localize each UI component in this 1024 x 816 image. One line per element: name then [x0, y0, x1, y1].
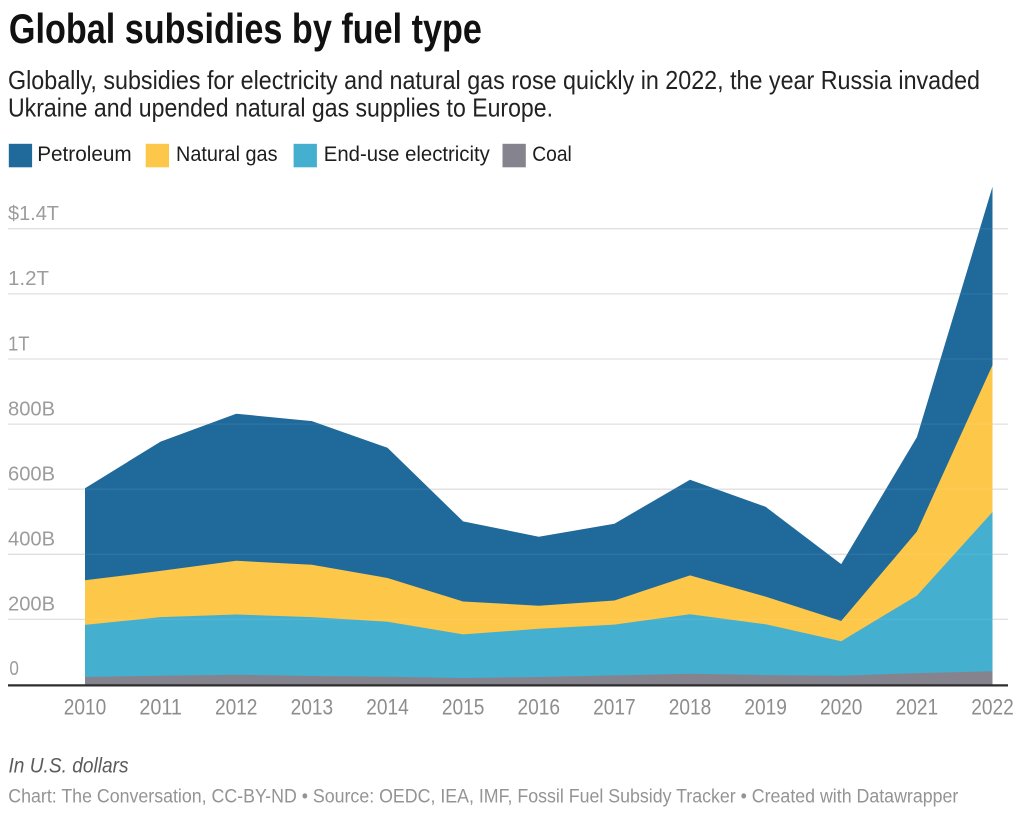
svg-text:0: 0 — [9, 658, 19, 680]
svg-text:2016: 2016 — [518, 695, 561, 720]
svg-text:$1.4T: $1.4T — [8, 203, 59, 225]
svg-text:2017: 2017 — [593, 695, 636, 720]
svg-text:800B: 800B — [8, 398, 55, 420]
svg-text:2010: 2010 — [64, 695, 107, 720]
svg-text:Petroleum: Petroleum — [37, 143, 132, 166]
svg-text:End-use electricity: End-use electricity — [324, 143, 491, 166]
svg-text:2011: 2011 — [139, 695, 182, 720]
svg-text:2021: 2021 — [896, 695, 939, 720]
svg-text:Natural gas: Natural gas — [176, 143, 278, 166]
svg-text:1T: 1T — [8, 333, 30, 355]
svg-text:2012: 2012 — [215, 695, 258, 720]
svg-text:Chart: The Conversation, CC-BY: Chart: The Conversation, CC-BY-ND • Sour… — [8, 785, 958, 807]
svg-text:2018: 2018 — [669, 695, 712, 720]
svg-text:2014: 2014 — [366, 695, 409, 720]
svg-text:Global subsidies by fuel type: Global subsidies by fuel type — [9, 6, 482, 52]
svg-text:1.2T: 1.2T — [8, 268, 49, 290]
svg-text:Coal: Coal — [532, 143, 572, 166]
svg-text:2020: 2020 — [820, 695, 863, 720]
svg-text:In U.S. dollars: In U.S. dollars — [9, 755, 129, 778]
svg-text:2015: 2015 — [442, 695, 485, 720]
svg-text:Ukraine and upended natural ga: Ukraine and upended natural gas supplies… — [8, 92, 553, 122]
svg-text:2019: 2019 — [744, 695, 787, 720]
svg-text:Globally, subsidies for electr: Globally, subsidies for electricity and … — [8, 65, 980, 95]
svg-text:400B: 400B — [8, 529, 55, 551]
svg-text:2013: 2013 — [291, 695, 334, 720]
svg-text:200B: 200B — [8, 594, 55, 616]
svg-text:2022: 2022 — [971, 695, 1014, 720]
svg-text:600B: 600B — [8, 464, 55, 486]
